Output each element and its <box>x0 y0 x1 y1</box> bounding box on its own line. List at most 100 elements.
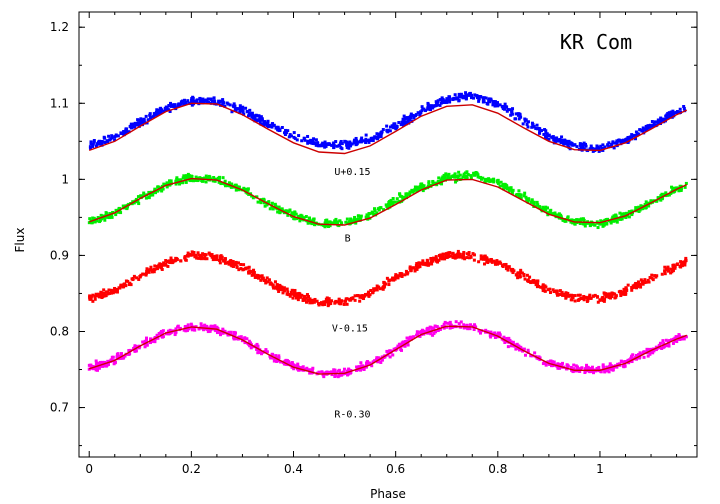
data-point <box>420 331 424 335</box>
data-point <box>92 138 96 142</box>
data-point <box>444 173 448 177</box>
data-point <box>373 209 377 213</box>
data-point <box>660 272 664 276</box>
data-point <box>578 142 582 146</box>
data-point <box>440 100 444 104</box>
data-point <box>115 356 119 360</box>
data-point <box>538 356 542 360</box>
data-point <box>279 360 283 364</box>
data-point <box>382 208 386 212</box>
data-point <box>316 142 320 146</box>
data-point <box>116 134 120 138</box>
data-point <box>363 292 367 296</box>
data-point <box>310 222 314 226</box>
data-point <box>509 340 513 344</box>
data-point <box>95 361 99 365</box>
data-point <box>511 340 515 344</box>
series-3-points <box>88 249 688 308</box>
data-point <box>675 110 679 114</box>
data-point <box>197 327 201 331</box>
data-point <box>360 364 364 368</box>
data-point <box>385 349 389 353</box>
data-point <box>646 278 650 282</box>
data-point <box>155 264 159 268</box>
data-point <box>206 97 210 101</box>
data-point <box>402 114 406 118</box>
data-point <box>563 294 567 298</box>
data-point <box>184 177 188 181</box>
data-point <box>345 146 349 150</box>
data-point <box>665 116 669 120</box>
data-point <box>415 264 419 268</box>
data-point <box>504 262 508 266</box>
data-point <box>271 122 275 126</box>
data-point <box>485 179 489 183</box>
data-point <box>667 193 671 197</box>
data-point <box>238 111 242 115</box>
data-point <box>648 347 652 351</box>
data-point <box>277 356 281 360</box>
data-point <box>250 194 254 198</box>
data-point <box>350 142 354 146</box>
data-point <box>625 211 629 215</box>
data-point <box>349 217 353 221</box>
data-point <box>492 180 496 184</box>
data-point <box>457 252 461 256</box>
data-point <box>599 219 603 223</box>
data-point <box>107 134 111 138</box>
data-point <box>621 364 625 368</box>
data-point <box>347 372 351 376</box>
data-point <box>469 254 473 258</box>
data-point <box>132 346 136 350</box>
data-point <box>162 109 166 113</box>
data-point <box>156 336 160 340</box>
data-point <box>431 106 435 110</box>
data-point <box>447 98 451 102</box>
data-point <box>286 290 290 294</box>
data-point <box>293 293 297 297</box>
data-point <box>669 267 673 271</box>
data-point <box>617 138 621 142</box>
data-point <box>340 142 344 146</box>
data-point <box>239 267 243 271</box>
data-point <box>303 298 307 302</box>
data-point <box>514 117 518 121</box>
data-point <box>168 179 172 183</box>
data-point <box>309 138 313 142</box>
data-point <box>548 291 552 295</box>
data-point <box>272 359 276 363</box>
data-point <box>536 282 540 286</box>
data-point <box>258 120 262 124</box>
data-point <box>581 142 585 146</box>
data-point <box>464 174 468 178</box>
data-point <box>656 196 660 200</box>
data-point <box>214 177 218 181</box>
data-point <box>624 216 628 220</box>
data-point <box>126 279 130 283</box>
data-point <box>304 215 308 219</box>
data-point <box>204 180 208 184</box>
data-point <box>212 96 216 100</box>
data-point <box>311 298 315 302</box>
data-point <box>552 360 556 364</box>
data-point <box>138 275 142 279</box>
data-point <box>614 213 618 217</box>
data-point <box>493 336 497 340</box>
data-point <box>152 114 156 118</box>
data-point <box>228 103 232 107</box>
data-point <box>361 139 365 143</box>
data-point <box>569 220 573 224</box>
data-point <box>296 365 300 369</box>
data-point <box>283 133 287 137</box>
data-point <box>490 260 494 264</box>
data-point <box>416 189 420 193</box>
data-point <box>186 251 190 255</box>
data-point <box>518 113 522 117</box>
data-point <box>268 282 272 286</box>
data-point <box>128 352 132 356</box>
data-point <box>149 116 153 120</box>
data-point <box>579 144 583 148</box>
data-point <box>156 189 160 193</box>
data-point <box>494 260 498 264</box>
x-tick-label: 1 <box>596 462 604 476</box>
